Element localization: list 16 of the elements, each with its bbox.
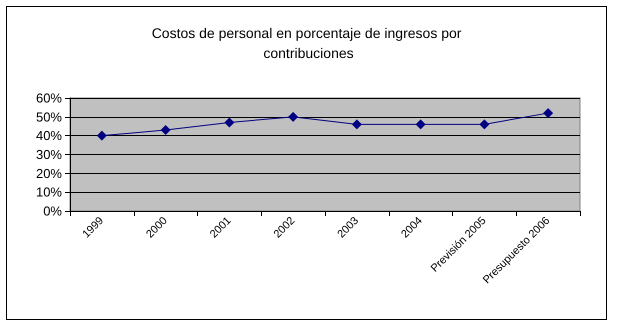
- point: [96, 130, 107, 141]
- point: [352, 119, 362, 130]
- point: [224, 117, 234, 128]
- point: [479, 119, 490, 130]
- point: [288, 112, 298, 122]
- y-tick-label: 10%: [36, 184, 62, 200]
- y-tick-label: 60%: [36, 90, 62, 106]
- point: [543, 108, 554, 118]
- y-tick-label: 50%: [36, 109, 62, 124]
- point: [160, 125, 171, 136]
- y-tick-label: 40%: [36, 128, 62, 144]
- point: [416, 119, 426, 130]
- y-tick-label: 30%: [36, 147, 62, 162]
- y-tick-label: 20%: [36, 166, 62, 181]
- chart-title: Costos de personal en porcentaje de ingresos por contribuciones: [152, 25, 466, 61]
- y-tick-label: 0%: [43, 204, 62, 218]
